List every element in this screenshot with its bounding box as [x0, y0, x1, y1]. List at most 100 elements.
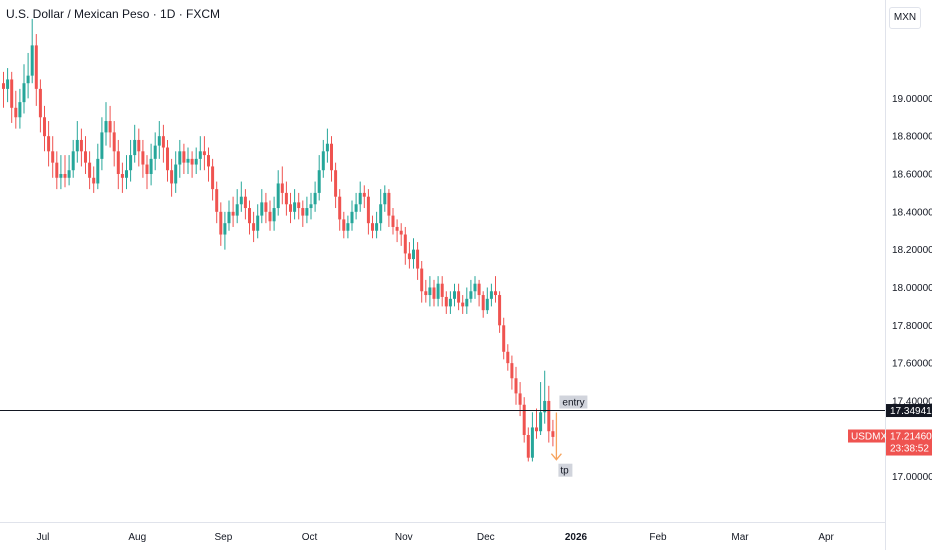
- candle-body[interactable]: [34, 45, 38, 89]
- candle-body[interactable]: [186, 158, 190, 163]
- candle-body[interactable]: [71, 151, 75, 171]
- candle-body[interactable]: [547, 400, 551, 432]
- candle-body[interactable]: [494, 291, 497, 296]
- candle-body[interactable]: [530, 427, 534, 458]
- candle-body[interactable]: [59, 174, 63, 178]
- candle-body[interactable]: [412, 249, 415, 260]
- candle-body[interactable]: [133, 139, 137, 156]
- candle-body[interactable]: [350, 211, 354, 224]
- candle-body[interactable]: [51, 151, 55, 163]
- candle-body[interactable]: [522, 404, 526, 435]
- candle-body[interactable]: [485, 298, 489, 311]
- candle-body[interactable]: [473, 283, 477, 292]
- candle-body[interactable]: [272, 208, 276, 222]
- candle-body[interactable]: [264, 202, 268, 212]
- candle-body[interactable]: [92, 177, 96, 184]
- candle-body[interactable]: [252, 223, 256, 231]
- candle-body[interactable]: [129, 155, 133, 171]
- candle-body[interactable]: [346, 223, 350, 231]
- candle-body[interactable]: [432, 287, 436, 299]
- candle-body[interactable]: [383, 192, 387, 205]
- candle-body[interactable]: [436, 283, 440, 299]
- candle-body[interactable]: [448, 298, 452, 307]
- candle-body[interactable]: [407, 253, 411, 260]
- candle-body[interactable]: [342, 219, 346, 231]
- candle-body[interactable]: [100, 132, 104, 159]
- candle-body[interactable]: [38, 88, 42, 118]
- candle-body[interactable]: [149, 158, 153, 174]
- candle-body[interactable]: [280, 183, 284, 193]
- candle-body[interactable]: [26, 75, 30, 84]
- candle-body[interactable]: [293, 202, 297, 212]
- candle-body[interactable]: [125, 170, 128, 178]
- candle-body[interactable]: [526, 435, 530, 458]
- candle-body[interactable]: [325, 143, 329, 152]
- candle-body[interactable]: [43, 117, 46, 137]
- candle-body[interactable]: [362, 192, 366, 197]
- candle-body[interactable]: [260, 202, 264, 216]
- candle-body[interactable]: [313, 192, 317, 205]
- candle-body[interactable]: [375, 223, 379, 231]
- candle-body[interactable]: [465, 298, 469, 307]
- candle-body[interactable]: [79, 139, 83, 152]
- candle-body[interactable]: [231, 211, 235, 216]
- candle-body[interactable]: [104, 121, 108, 133]
- candle-body[interactable]: [489, 291, 493, 299]
- candle-body[interactable]: [358, 192, 362, 205]
- candle-body[interactable]: [153, 145, 157, 159]
- currency-button[interactable]: MXN: [889, 7, 921, 29]
- candle-body[interactable]: [215, 189, 219, 212]
- candle-body[interactable]: [166, 147, 169, 171]
- candle-body[interactable]: [174, 164, 178, 184]
- candle-body[interactable]: [227, 211, 231, 224]
- candle-body[interactable]: [47, 136, 51, 152]
- candle-body[interactable]: [219, 211, 223, 235]
- candle-body[interactable]: [424, 291, 428, 296]
- candle-body[interactable]: [428, 287, 432, 296]
- candle-body[interactable]: [198, 151, 202, 159]
- candle-body[interactable]: [551, 431, 555, 437]
- candle-body[interactable]: [30, 45, 34, 76]
- candle-body[interactable]: [535, 427, 538, 432]
- candle-body[interactable]: [243, 196, 247, 209]
- candle-body[interactable]: [387, 192, 391, 216]
- candle-body[interactable]: [141, 151, 145, 165]
- candle-body[interactable]: [145, 164, 149, 174]
- candle-body[interactable]: [453, 291, 456, 299]
- candle-body[interactable]: [403, 234, 407, 254]
- candle-body[interactable]: [10, 79, 14, 108]
- candle-body[interactable]: [514, 378, 518, 394]
- candle-body[interactable]: [223, 223, 227, 235]
- candle-body[interactable]: [18, 102, 22, 118]
- candle-body[interactable]: [116, 151, 120, 174]
- candle-body[interactable]: [399, 230, 403, 235]
- candle-body[interactable]: [202, 151, 206, 156]
- candle-body[interactable]: [539, 412, 543, 432]
- candle-body[interactable]: [477, 283, 481, 296]
- candle-body[interactable]: [2, 83, 5, 89]
- candle-body[interactable]: [268, 211, 272, 222]
- candle-body[interactable]: [289, 204, 292, 212]
- candle-body[interactable]: [235, 204, 239, 216]
- candle-body[interactable]: [498, 295, 502, 326]
- candle-body[interactable]: [63, 174, 67, 178]
- candle-body[interactable]: [420, 268, 424, 292]
- candle-body[interactable]: [161, 136, 165, 148]
- candle-body[interactable]: [301, 208, 305, 216]
- candle-body[interactable]: [391, 215, 395, 227]
- candle-body[interactable]: [334, 170, 338, 197]
- candle-body[interactable]: [112, 132, 116, 152]
- candle-body[interactable]: [379, 204, 383, 224]
- candle-body[interactable]: [170, 170, 174, 184]
- candle-body[interactable]: [75, 139, 79, 152]
- candle-body[interactable]: [256, 215, 260, 231]
- candle-body[interactable]: [338, 196, 342, 220]
- candle-body[interactable]: [120, 174, 124, 178]
- candle-body[interactable]: [502, 325, 506, 352]
- candle-body[interactable]: [178, 151, 182, 165]
- candle-body[interactable]: [190, 158, 194, 165]
- candle-body[interactable]: [305, 208, 309, 216]
- candle-body[interactable]: [14, 107, 18, 118]
- candle-body[interactable]: [330, 143, 333, 171]
- candle-body[interactable]: [321, 151, 325, 171]
